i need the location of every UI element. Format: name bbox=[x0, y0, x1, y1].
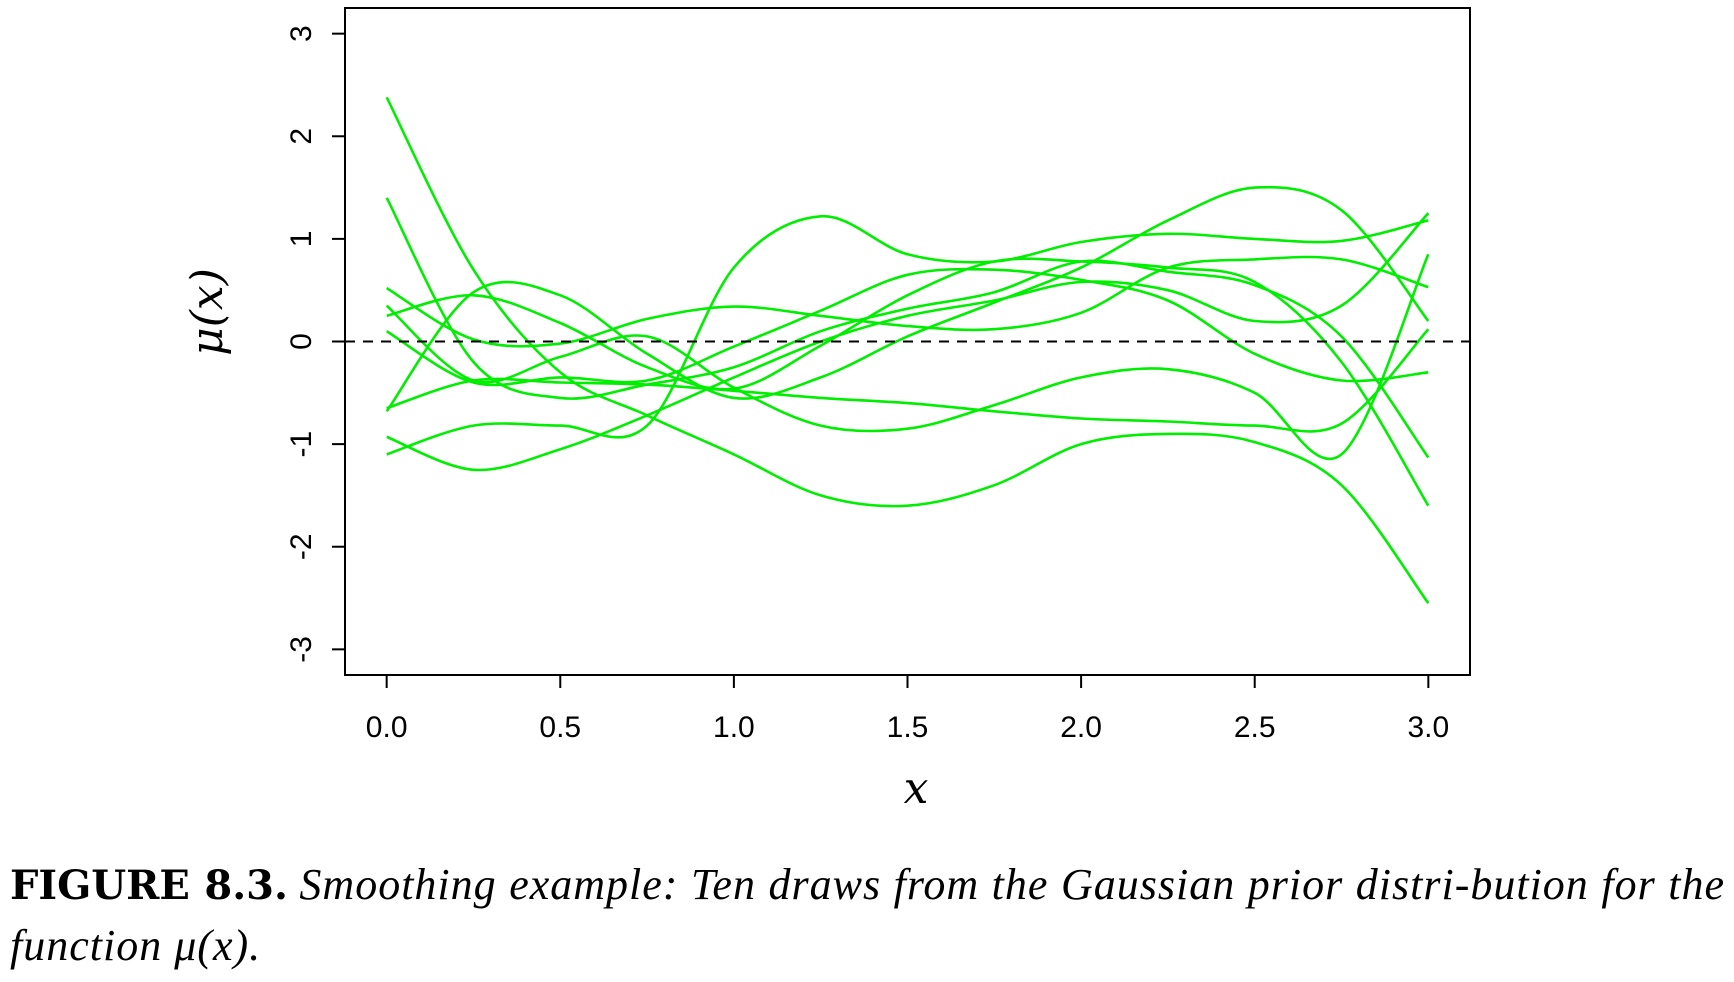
x-tick-label: 0.5 bbox=[539, 711, 581, 744]
y-tick-label: 0 bbox=[285, 333, 318, 350]
series-line-10 bbox=[386, 214, 1429, 456]
y-tick-label: -2 bbox=[285, 533, 318, 560]
y-axis: -3 -2 -1 0 1 2 3 bbox=[285, 25, 346, 663]
series-line-4 bbox=[385, 253, 1430, 461]
x-tick-label: 2.0 bbox=[1060, 711, 1102, 744]
y-tick-label: 3 bbox=[285, 25, 318, 42]
y-tick-label: 2 bbox=[285, 128, 318, 145]
series-line-1 bbox=[385, 96, 1430, 604]
caption-text: Smoothing example: Ten draws from the Ga… bbox=[10, 860, 1725, 970]
x-tick-label: 2.5 bbox=[1234, 711, 1276, 744]
figure-caption: FIGURE 8.3. Smoothing example: Ten draws… bbox=[10, 855, 1725, 976]
series-line-5 bbox=[386, 257, 1430, 507]
y-axis-title: μ(x) bbox=[182, 268, 233, 356]
x-axis: 0.0 0.5 1.0 1.5 2.0 2.5 3.0 bbox=[366, 674, 1449, 744]
figure-number: FIGURE 8.3. bbox=[10, 862, 288, 909]
series-line-8 bbox=[386, 328, 1430, 433]
x-tick-label: 3.0 bbox=[1407, 711, 1449, 744]
series-layer bbox=[385, 96, 1430, 604]
x-tick-label: 0.0 bbox=[366, 711, 408, 744]
series-line-7 bbox=[385, 185, 1430, 413]
chart: 0.0 0.5 1.0 1.5 2.0 2.5 3.0 -3 -2 -1 0 1 2 3 x μ(x) bbox=[182, 7, 1471, 814]
series-line-2 bbox=[385, 197, 1430, 459]
x-tick-label: 1.0 bbox=[713, 711, 755, 744]
y-tick-label: 1 bbox=[285, 231, 318, 248]
x-axis-title: x bbox=[904, 763, 929, 814]
y-tick-label: -3 bbox=[285, 636, 318, 663]
series-line-6 bbox=[386, 267, 1429, 387]
series-line-9 bbox=[386, 212, 1430, 472]
series-line-3 bbox=[386, 255, 1429, 348]
x-tick-label: 1.5 bbox=[887, 711, 929, 744]
y-tick-label: -1 bbox=[285, 431, 318, 458]
